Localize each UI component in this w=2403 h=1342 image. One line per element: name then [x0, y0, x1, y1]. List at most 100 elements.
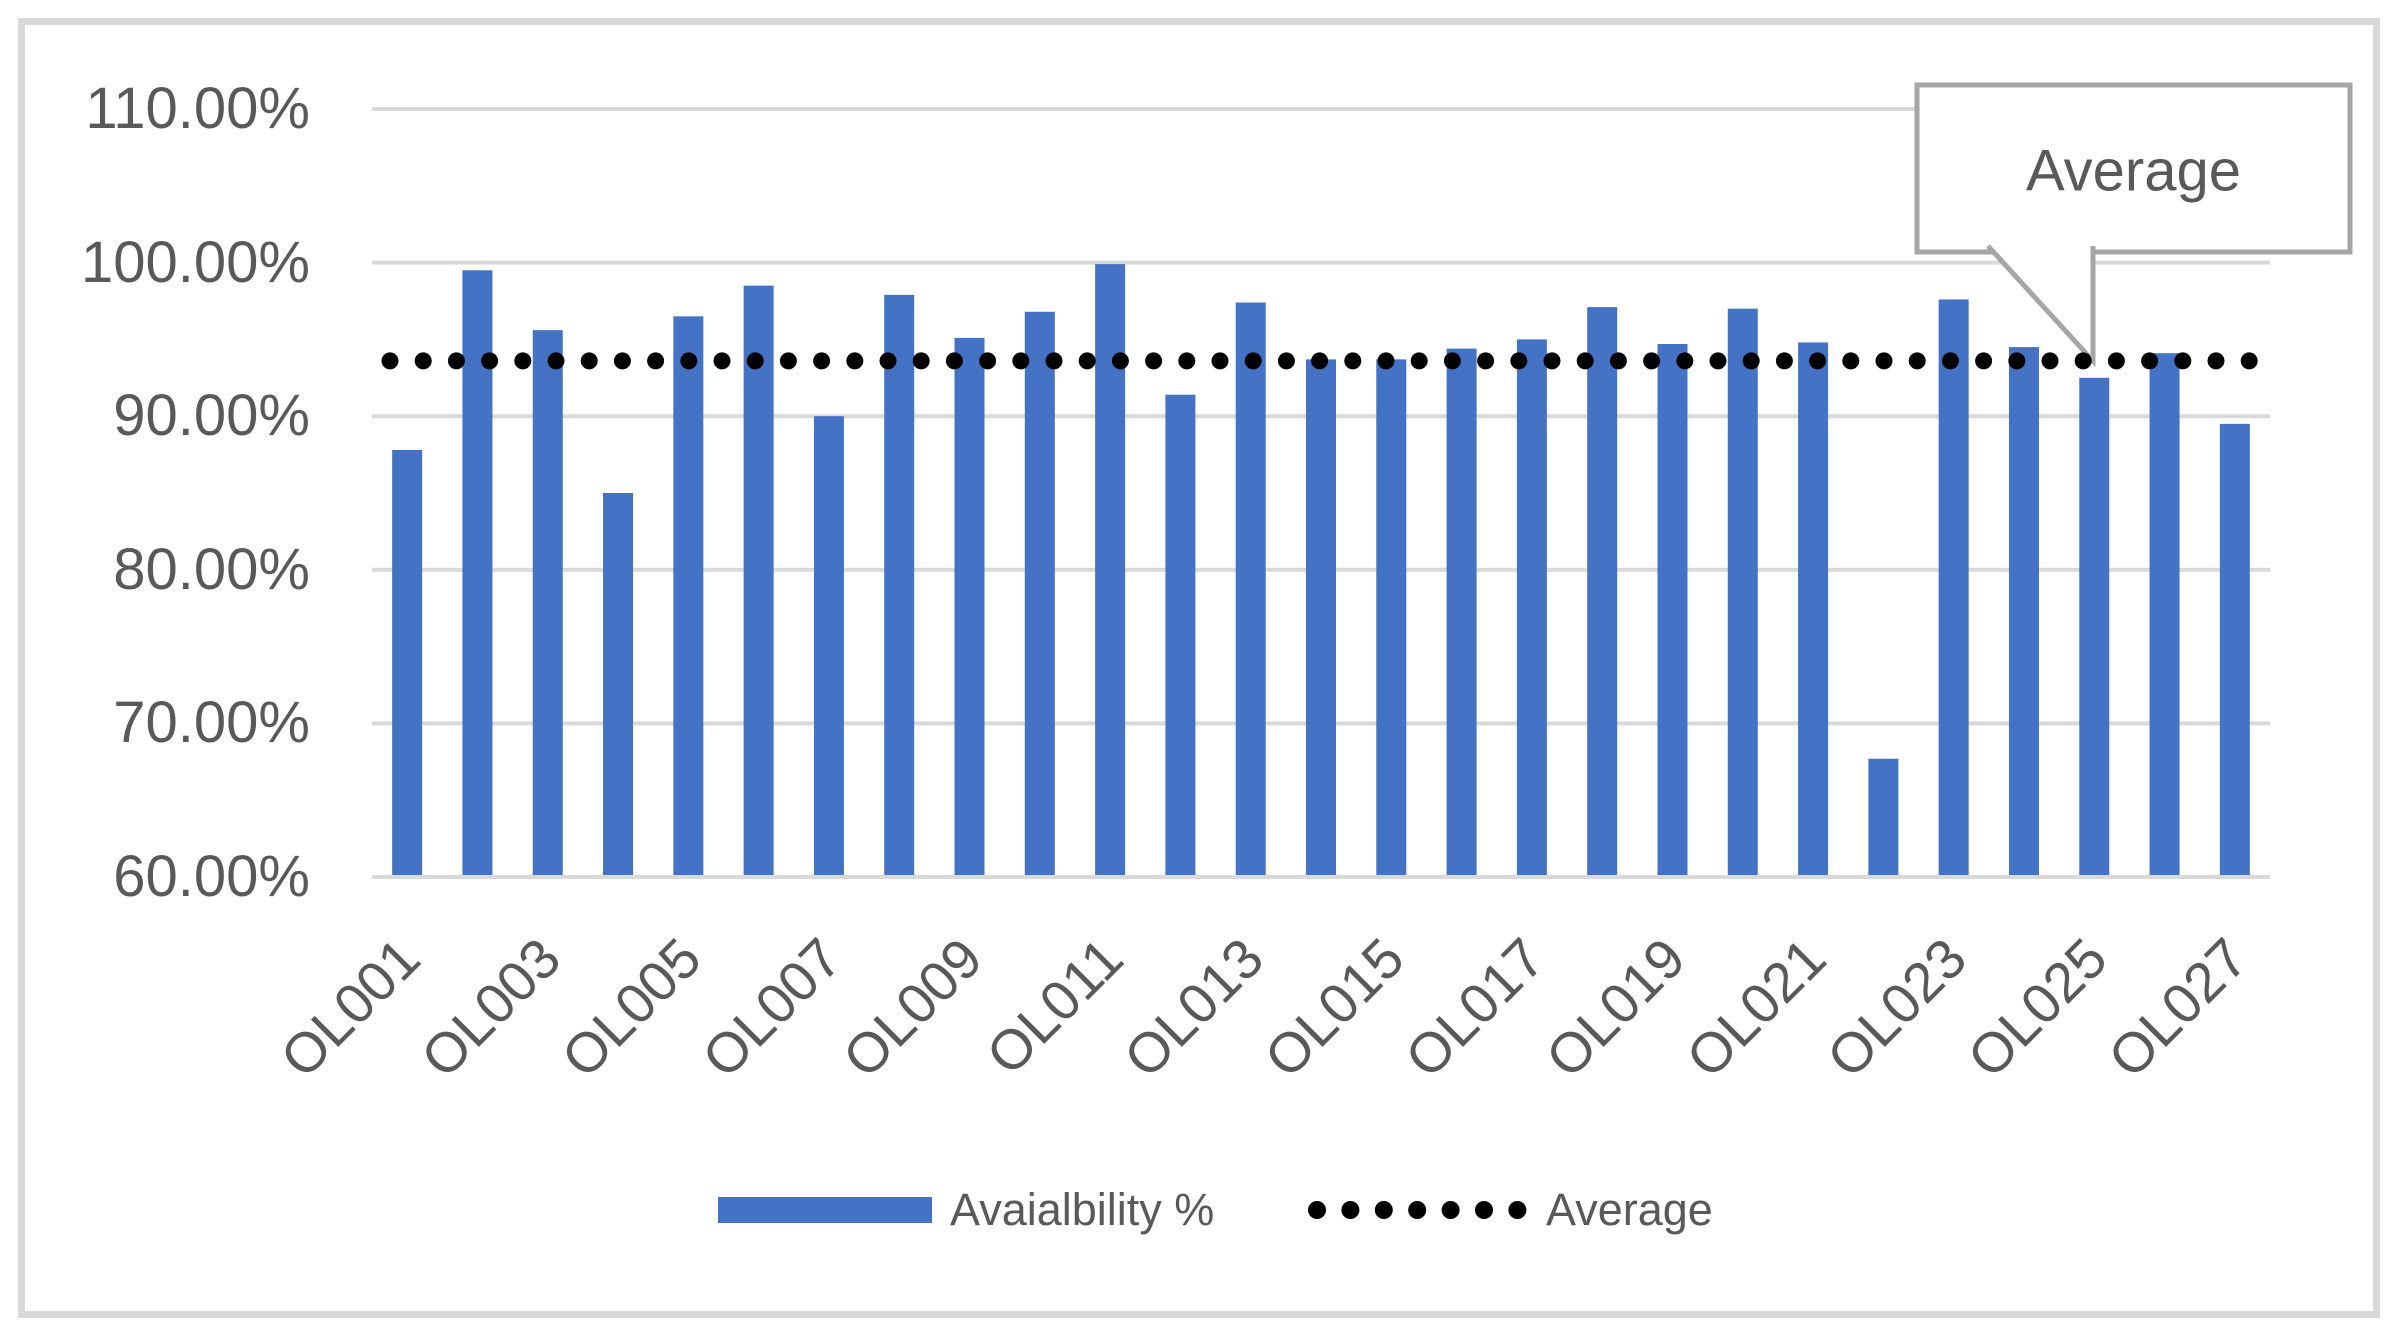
x-axis-label: OL009: [831, 926, 994, 1089]
average-line-dot: [1742, 352, 1760, 370]
average-callout-pointer: [1986, 244, 2096, 368]
average-line-dot: [1111, 352, 1129, 370]
x-axis-label: OL003: [409, 926, 572, 1089]
average-line-dot: [1211, 352, 1229, 370]
average-line-dot: [1809, 352, 1827, 370]
average-line-dot: [746, 352, 764, 370]
bar-OL014: [1306, 359, 1336, 877]
x-axis-label: OL007: [690, 926, 853, 1089]
bar-OL015: [1376, 359, 1407, 877]
bar-OL018: [1587, 307, 1618, 877]
x-axis-label: OL025: [1955, 926, 2118, 1089]
bar-OL012: [1165, 394, 1196, 877]
average-line-dot: [1510, 352, 1528, 370]
bar-OL009: [954, 337, 985, 877]
x-axis-label: OL001: [268, 926, 431, 1089]
y-axis-label: 70.00%: [113, 690, 310, 756]
x-axis-label: OL011: [974, 926, 1135, 1087]
average-line-dot: [945, 352, 963, 370]
average-line-dot: [1344, 352, 1362, 370]
x-axis-label: OL021: [1674, 926, 1837, 1089]
average-line-dot: [2107, 352, 2125, 370]
average-line-dot: [547, 352, 565, 370]
bar-OL002: [462, 270, 493, 877]
average-callout-label: Average: [2026, 139, 2241, 204]
bar-OL023: [1938, 299, 1969, 877]
average-line-dot: [1775, 352, 1793, 370]
average-line-dot: [1277, 352, 1295, 370]
average-line-dot: [979, 352, 997, 370]
bar-OL008: [884, 294, 915, 878]
average-line-dot: [1078, 352, 1096, 370]
average-line-dot: [1410, 352, 1428, 370]
average-line-dot: [1443, 352, 1461, 370]
average-line-dot: [447, 352, 465, 370]
bar-OL025: [2079, 377, 2110, 877]
average-line-dot: [647, 352, 665, 370]
average-line-dot: [1643, 352, 1661, 370]
bar-OL004: [603, 493, 634, 877]
bar-OL021: [1798, 342, 1829, 877]
average-line-dot: [846, 352, 864, 370]
x-axis-label: OL005: [549, 926, 712, 1089]
x-axis-label: OL023: [1815, 926, 1978, 1089]
average-line-dot: [1012, 352, 1030, 370]
average-line-dot: [613, 352, 631, 370]
bar-OL019: [1657, 344, 1688, 877]
bar-OL003: [532, 330, 563, 878]
bar-OL024: [2008, 347, 2039, 878]
average-line-dot: [381, 352, 399, 370]
average-line-dot: [1941, 352, 1959, 370]
average-line-dot: [1842, 352, 1860, 370]
average-line-dot: [1908, 352, 1926, 370]
average-line-dot: [680, 352, 698, 370]
average-line-dot: [1576, 352, 1594, 370]
average-line-dot: [2207, 352, 2225, 370]
average-line-dot: [1311, 352, 1329, 370]
x-axis-label: OL027: [2096, 926, 2259, 1089]
average-line-dot: [2008, 352, 2026, 370]
average-line-dot: [1145, 352, 1163, 370]
x-axis-label: OL019: [1534, 926, 1697, 1089]
bar-OL016: [1446, 348, 1477, 878]
bar-OL026: [2149, 353, 2180, 877]
average-line-dot: [1709, 352, 1727, 370]
average-line-dot: [2174, 352, 2192, 370]
average-line-dot: [414, 352, 432, 370]
x-axis-label: OL013: [1112, 926, 1275, 1089]
average-line-dot: [580, 352, 598, 370]
chart-border-frame: [18, 18, 2380, 1318]
bar-OL027: [2219, 423, 2250, 877]
average-line-dot: [1244, 352, 1262, 370]
bar-OL013: [1235, 302, 1266, 877]
average-line-dot: [779, 352, 797, 370]
bar-OL001: [392, 449, 423, 877]
y-axis-label: 90.00%: [113, 383, 310, 449]
average-line-dot: [1178, 352, 1196, 370]
average-line-dot: [1609, 352, 1627, 370]
average-line-dot: [813, 352, 831, 370]
average-line-dot: [1377, 352, 1395, 370]
average-line-dot: [912, 352, 930, 370]
bar-OL022: [1868, 758, 1899, 877]
average-line-dot: [514, 352, 532, 370]
bar-OL017: [1516, 339, 1547, 877]
y-axis-label: 110.00%: [85, 76, 310, 141]
average-line-dot: [1676, 352, 1694, 370]
bar-OL020: [1727, 308, 1758, 877]
average-callout-box: [1914, 82, 2353, 255]
y-axis-label: 60.00%: [113, 844, 310, 909]
bar-OL010: [1024, 311, 1055, 877]
average-line-dot: [481, 352, 499, 370]
average-line-dot: [1477, 352, 1495, 370]
average-line-dot: [2074, 352, 2092, 370]
average-line-dot: [2041, 352, 2059, 370]
average-line-dot: [879, 352, 897, 370]
average-line-dot: [1045, 352, 1063, 370]
bar-OL007: [813, 416, 844, 877]
average-line-dot: [1975, 352, 1993, 370]
bar-OL005: [673, 316, 704, 877]
y-axis-label: 80.00%: [113, 536, 310, 602]
